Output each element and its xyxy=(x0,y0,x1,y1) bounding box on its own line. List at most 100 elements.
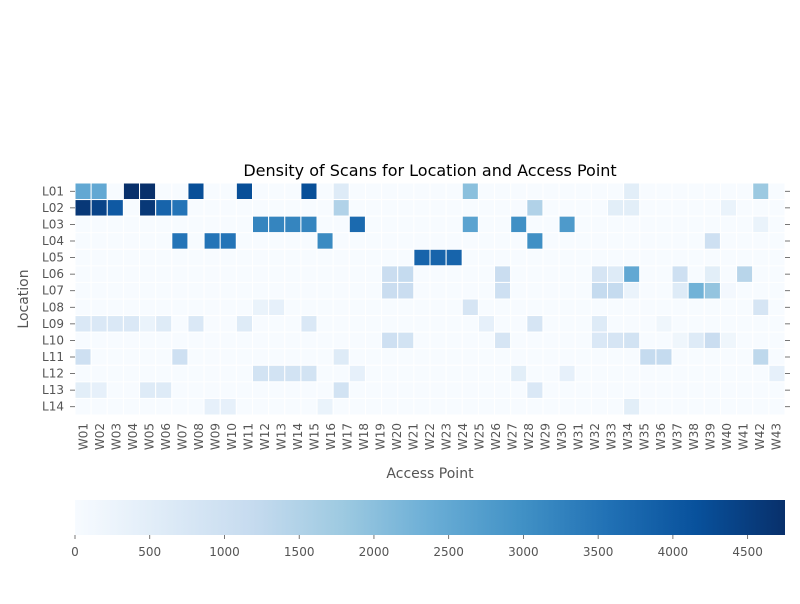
heatmap-cell xyxy=(558,215,576,234)
heatmap-cell xyxy=(736,232,754,250)
heatmap-cell xyxy=(155,248,173,267)
heatmap-cell xyxy=(122,265,141,283)
heatmap-cell xyxy=(235,182,253,201)
heatmap-cell xyxy=(461,348,479,366)
heatmap-cell xyxy=(494,298,512,317)
heatmap-cell xyxy=(687,248,705,267)
heatmap-cell xyxy=(623,315,641,333)
heatmap-cell xyxy=(671,315,689,333)
heatmap-cell xyxy=(703,281,721,300)
heatmap-cell xyxy=(268,215,286,234)
heatmap-cell xyxy=(122,215,141,234)
heatmap-cell xyxy=(171,248,189,267)
heatmap-cell xyxy=(590,331,608,350)
heatmap-cell xyxy=(284,364,302,383)
heatmap-cell xyxy=(526,215,544,234)
x-tick-label: W33 xyxy=(605,423,619,450)
y-axis-title: Location xyxy=(16,269,32,328)
y-tick-label: L06 xyxy=(42,267,64,281)
heatmap-cell xyxy=(300,232,318,250)
heatmap-cell xyxy=(413,364,431,383)
x-tick-label: W43 xyxy=(770,423,784,450)
heatmap-cell xyxy=(332,331,350,350)
heatmap-cell xyxy=(703,381,721,399)
heatmap-cell xyxy=(558,364,576,383)
heatmap-cell xyxy=(252,397,270,416)
heatmap-cell xyxy=(139,199,157,217)
y-tick-label: L03 xyxy=(42,217,64,231)
heatmap-cell xyxy=(268,331,286,350)
heatmap-cell xyxy=(155,215,173,234)
heatmap-cell xyxy=(139,364,157,383)
heatmap-cell xyxy=(542,397,560,416)
heatmap-cell xyxy=(607,348,625,366)
x-tick-label: W22 xyxy=(423,423,437,450)
heatmap-cell xyxy=(219,248,237,267)
heatmap-cell xyxy=(768,348,786,366)
x-tick-label: W30 xyxy=(555,423,569,450)
heatmap-cell xyxy=(687,381,705,399)
heatmap-cell xyxy=(542,381,560,399)
heatmap-cell xyxy=(687,232,705,250)
heatmap-cell xyxy=(139,298,157,317)
heatmap-cell xyxy=(590,248,608,267)
heatmap-cell xyxy=(106,199,124,217)
heatmap-cell xyxy=(477,348,496,366)
heatmap-cell xyxy=(203,331,221,350)
heatmap-cell xyxy=(461,364,479,383)
heatmap-cell xyxy=(413,248,431,267)
x-tick-label: W03 xyxy=(109,423,123,450)
heatmap-cell xyxy=(736,381,754,399)
heatmap-cell xyxy=(90,182,108,201)
heatmap-cell xyxy=(122,331,141,350)
x-tick-label: W17 xyxy=(340,423,354,450)
heatmap-cell xyxy=(623,232,641,250)
heatmap-cell xyxy=(574,364,592,383)
y-tick-label: L08 xyxy=(42,300,64,314)
heatmap-cell xyxy=(607,281,625,300)
x-tick-label: W19 xyxy=(373,423,387,450)
heatmap-cell xyxy=(623,248,641,267)
colorbar-tick-label: 0 xyxy=(71,545,79,559)
heatmap-cell xyxy=(719,381,738,399)
x-tick-label: W20 xyxy=(390,423,404,450)
heatmap-cell xyxy=(429,331,447,350)
heatmap-cell xyxy=(284,397,302,416)
x-tick-label: W02 xyxy=(93,423,107,450)
heatmap-cell xyxy=(300,298,318,317)
heatmap-cell xyxy=(607,199,625,217)
heatmap-cell xyxy=(122,182,141,201)
heatmap-cell xyxy=(106,248,124,267)
heatmap-cell xyxy=(768,381,786,399)
heatmap-cell xyxy=(284,381,302,399)
heatmap-cell xyxy=(703,364,721,383)
heatmap-cell xyxy=(445,298,463,317)
heatmap-cell xyxy=(768,331,786,350)
heatmap-cell xyxy=(348,331,366,350)
heatmap-cell xyxy=(90,265,108,283)
heatmap-cell xyxy=(752,315,770,333)
heatmap-cell xyxy=(155,232,173,250)
heatmap-cell xyxy=(494,248,512,267)
heatmap-cell xyxy=(284,298,302,317)
heatmap-cell xyxy=(348,248,366,267)
heatmap-cell xyxy=(510,331,528,350)
heatmap-cell xyxy=(719,182,738,201)
heatmap-cell xyxy=(768,232,786,250)
heatmap-cell xyxy=(590,364,608,383)
heatmap-cell xyxy=(203,397,221,416)
heatmap-cell xyxy=(155,381,173,399)
heatmap-cell xyxy=(494,182,512,201)
heatmap-cell xyxy=(590,348,608,366)
heatmap-cell xyxy=(752,381,770,399)
heatmap-cell xyxy=(752,215,770,234)
heatmap-cell xyxy=(413,315,431,333)
heatmap-cell xyxy=(752,199,770,217)
x-tick-label: W04 xyxy=(126,423,140,450)
heatmap-cell xyxy=(445,315,463,333)
heatmap-cell xyxy=(510,381,528,399)
colorbar-tick-label: 500 xyxy=(138,545,161,559)
heatmap-cell xyxy=(397,348,415,366)
x-tick-label: W25 xyxy=(473,423,487,450)
